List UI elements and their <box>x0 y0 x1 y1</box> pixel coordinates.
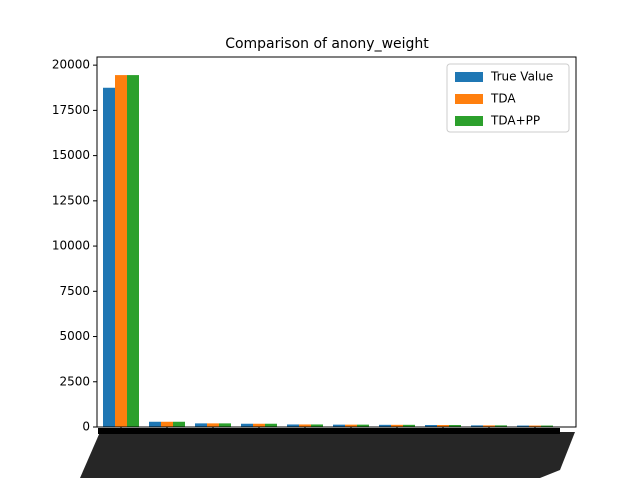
legend-swatch <box>455 72 483 82</box>
y-tick-label: 2500 <box>59 374 90 388</box>
bar <box>345 424 357 427</box>
y-tick-label: 0 <box>82 420 90 434</box>
plot-frame <box>96 56 577 428</box>
bar <box>333 424 345 427</box>
bar <box>403 424 415 427</box>
bar <box>517 425 529 427</box>
y-tick-label: 20000 <box>52 58 90 72</box>
bar <box>299 424 311 427</box>
bar <box>311 424 323 427</box>
legend-label: TDA <box>490 92 516 106</box>
bar <box>115 75 127 428</box>
bar <box>483 425 495 427</box>
bar <box>495 425 507 427</box>
bar <box>241 423 253 427</box>
bar <box>471 425 483 427</box>
bar <box>207 423 219 427</box>
bar <box>425 425 437 427</box>
bar <box>127 75 139 428</box>
bar <box>173 421 185 427</box>
y-tick-label: 17500 <box>52 103 90 117</box>
y-tick-label: 15000 <box>52 148 90 162</box>
y-tick-label: 10000 <box>52 239 90 253</box>
bar <box>449 425 461 427</box>
legend-label: True Value <box>490 70 553 84</box>
y-tick-label: 7500 <box>59 284 90 298</box>
bar <box>391 424 403 427</box>
bar <box>195 423 207 427</box>
bar <box>357 424 369 427</box>
bar <box>103 87 115 428</box>
bar <box>437 425 449 427</box>
legend-label: TDA+PP <box>490 114 540 128</box>
y-tick-label: 5000 <box>59 329 90 343</box>
bar <box>253 423 265 427</box>
chart-title: Comparison of anony_weight <box>225 36 429 52</box>
bar <box>161 421 173 427</box>
bar <box>265 423 277 427</box>
bar <box>529 425 541 427</box>
bar <box>149 421 161 427</box>
bar <box>541 425 553 427</box>
legend-swatch <box>455 94 483 104</box>
bar <box>379 424 391 427</box>
y-tick-label: 12500 <box>52 193 90 207</box>
legend-swatch <box>455 116 483 126</box>
bar <box>287 424 299 427</box>
bar <box>219 423 231 427</box>
x-label-blob <box>80 428 575 478</box>
